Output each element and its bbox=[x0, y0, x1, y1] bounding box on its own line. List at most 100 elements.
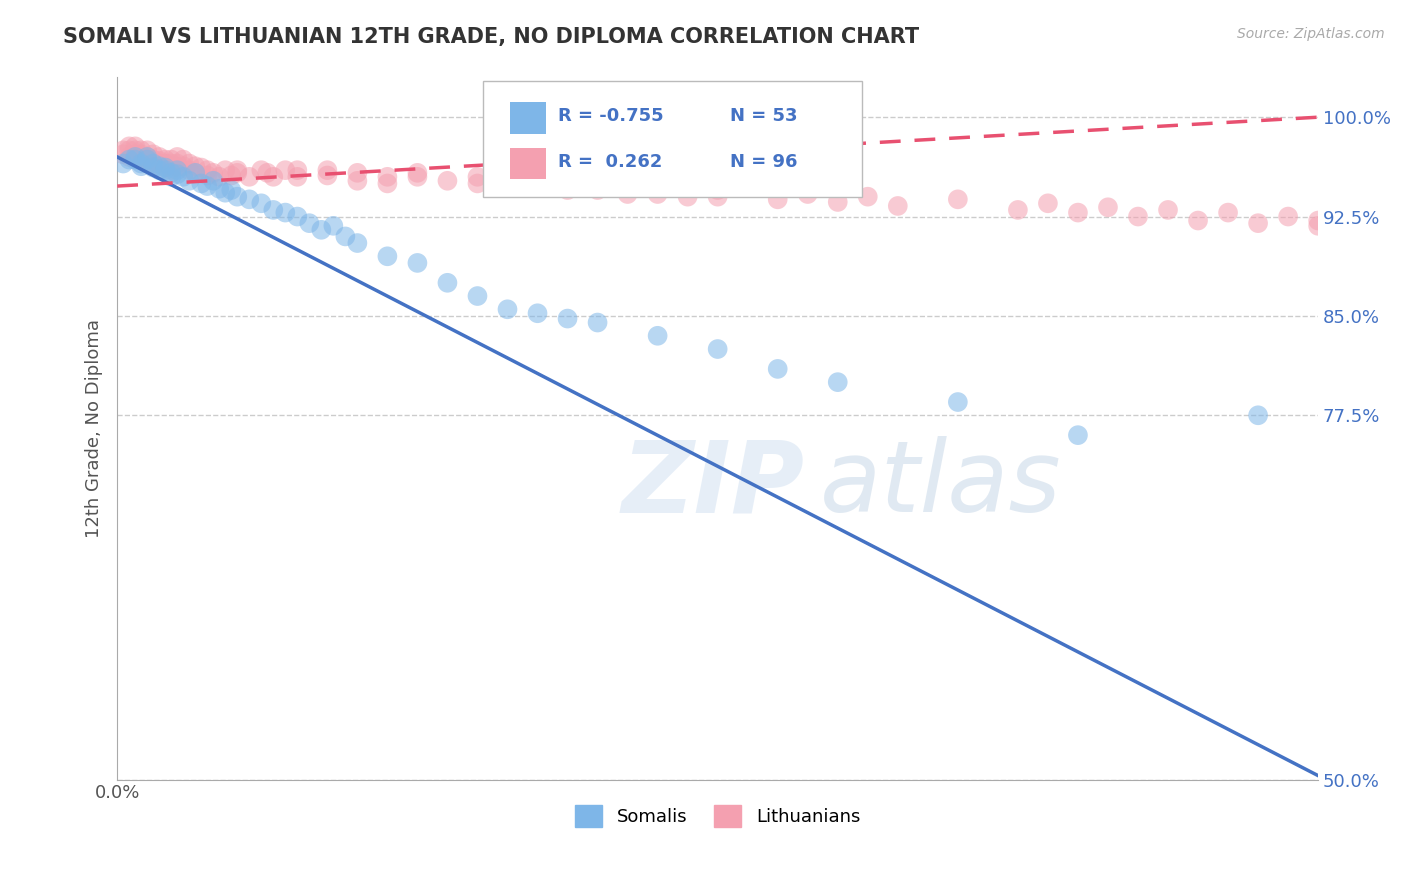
Point bbox=[214, 163, 236, 178]
Point bbox=[766, 192, 789, 206]
Point bbox=[526, 306, 548, 320]
Point bbox=[148, 156, 170, 170]
Point bbox=[136, 156, 159, 170]
Point bbox=[142, 159, 165, 173]
Point bbox=[706, 189, 728, 203]
Point bbox=[1277, 210, 1299, 224]
Point bbox=[129, 159, 152, 173]
Point bbox=[586, 177, 609, 191]
Point bbox=[316, 163, 339, 178]
Point bbox=[796, 187, 818, 202]
Point bbox=[148, 159, 170, 173]
Point bbox=[766, 362, 789, 376]
Point bbox=[136, 144, 159, 158]
Point bbox=[676, 189, 699, 203]
Point bbox=[179, 163, 201, 178]
Point bbox=[1187, 213, 1209, 227]
Point bbox=[436, 174, 458, 188]
Point bbox=[112, 144, 135, 158]
Point bbox=[184, 166, 207, 180]
Point bbox=[112, 156, 135, 170]
Point bbox=[160, 163, 183, 178]
Point bbox=[557, 183, 579, 197]
Point bbox=[124, 144, 146, 158]
Point bbox=[406, 256, 429, 270]
Text: ZIP: ZIP bbox=[621, 436, 804, 533]
Point bbox=[166, 161, 188, 175]
Point bbox=[335, 229, 357, 244]
FancyBboxPatch shape bbox=[484, 81, 862, 197]
Point bbox=[226, 189, 249, 203]
Point bbox=[172, 169, 194, 184]
Point bbox=[195, 163, 218, 178]
Point bbox=[496, 302, 519, 317]
Point bbox=[118, 153, 141, 167]
Point bbox=[285, 210, 308, 224]
Point bbox=[526, 179, 548, 194]
Point bbox=[1007, 202, 1029, 217]
Point bbox=[526, 174, 548, 188]
Point bbox=[148, 153, 170, 168]
Point bbox=[1308, 213, 1330, 227]
Point bbox=[219, 169, 242, 183]
Point bbox=[706, 342, 728, 356]
Point bbox=[124, 147, 146, 161]
Point bbox=[129, 150, 152, 164]
Point bbox=[148, 150, 170, 164]
Point bbox=[377, 177, 399, 191]
Point bbox=[616, 187, 638, 202]
Point bbox=[316, 169, 339, 183]
Point bbox=[238, 169, 260, 184]
Point bbox=[346, 166, 368, 180]
Point bbox=[136, 153, 159, 167]
Point bbox=[124, 139, 146, 153]
Point bbox=[586, 316, 609, 330]
Point bbox=[946, 395, 969, 409]
Point bbox=[262, 169, 284, 184]
Point bbox=[377, 169, 399, 184]
Point bbox=[1067, 205, 1090, 219]
Point bbox=[184, 159, 207, 173]
Y-axis label: 12th Grade, No Diploma: 12th Grade, No Diploma bbox=[86, 319, 103, 538]
Point bbox=[142, 156, 165, 170]
Point bbox=[142, 153, 165, 167]
Point bbox=[172, 153, 194, 167]
Point bbox=[647, 179, 669, 194]
Point bbox=[250, 196, 273, 211]
Point bbox=[1247, 216, 1270, 230]
Point bbox=[179, 156, 201, 170]
Point bbox=[274, 205, 297, 219]
Point bbox=[118, 139, 141, 153]
Point bbox=[166, 150, 188, 164]
Point bbox=[647, 187, 669, 202]
Point bbox=[1036, 196, 1059, 211]
Point bbox=[142, 161, 165, 175]
Point bbox=[166, 163, 188, 178]
Point bbox=[214, 186, 236, 200]
Point bbox=[285, 169, 308, 184]
Point bbox=[166, 156, 188, 170]
Point bbox=[160, 156, 183, 170]
Point bbox=[377, 249, 399, 263]
Point bbox=[129, 156, 152, 170]
Point bbox=[148, 163, 170, 178]
Legend: Somalis, Lithuanians: Somalis, Lithuanians bbox=[568, 797, 868, 834]
Point bbox=[155, 163, 177, 178]
Point bbox=[129, 147, 152, 161]
Point bbox=[238, 192, 260, 206]
Point bbox=[586, 183, 609, 197]
Point bbox=[129, 144, 152, 158]
Point bbox=[322, 219, 344, 233]
Point bbox=[1308, 219, 1330, 233]
Point bbox=[118, 144, 141, 158]
Point bbox=[190, 177, 212, 191]
Text: SOMALI VS LITHUANIAN 12TH GRADE, NO DIPLOMA CORRELATION CHART: SOMALI VS LITHUANIAN 12TH GRADE, NO DIPL… bbox=[63, 27, 920, 46]
Point bbox=[285, 163, 308, 178]
Text: N = 96: N = 96 bbox=[730, 153, 797, 170]
Point bbox=[274, 163, 297, 178]
Point bbox=[856, 189, 879, 203]
Point bbox=[311, 223, 333, 237]
Point bbox=[262, 202, 284, 217]
Point bbox=[1157, 202, 1180, 217]
Point bbox=[184, 166, 207, 180]
